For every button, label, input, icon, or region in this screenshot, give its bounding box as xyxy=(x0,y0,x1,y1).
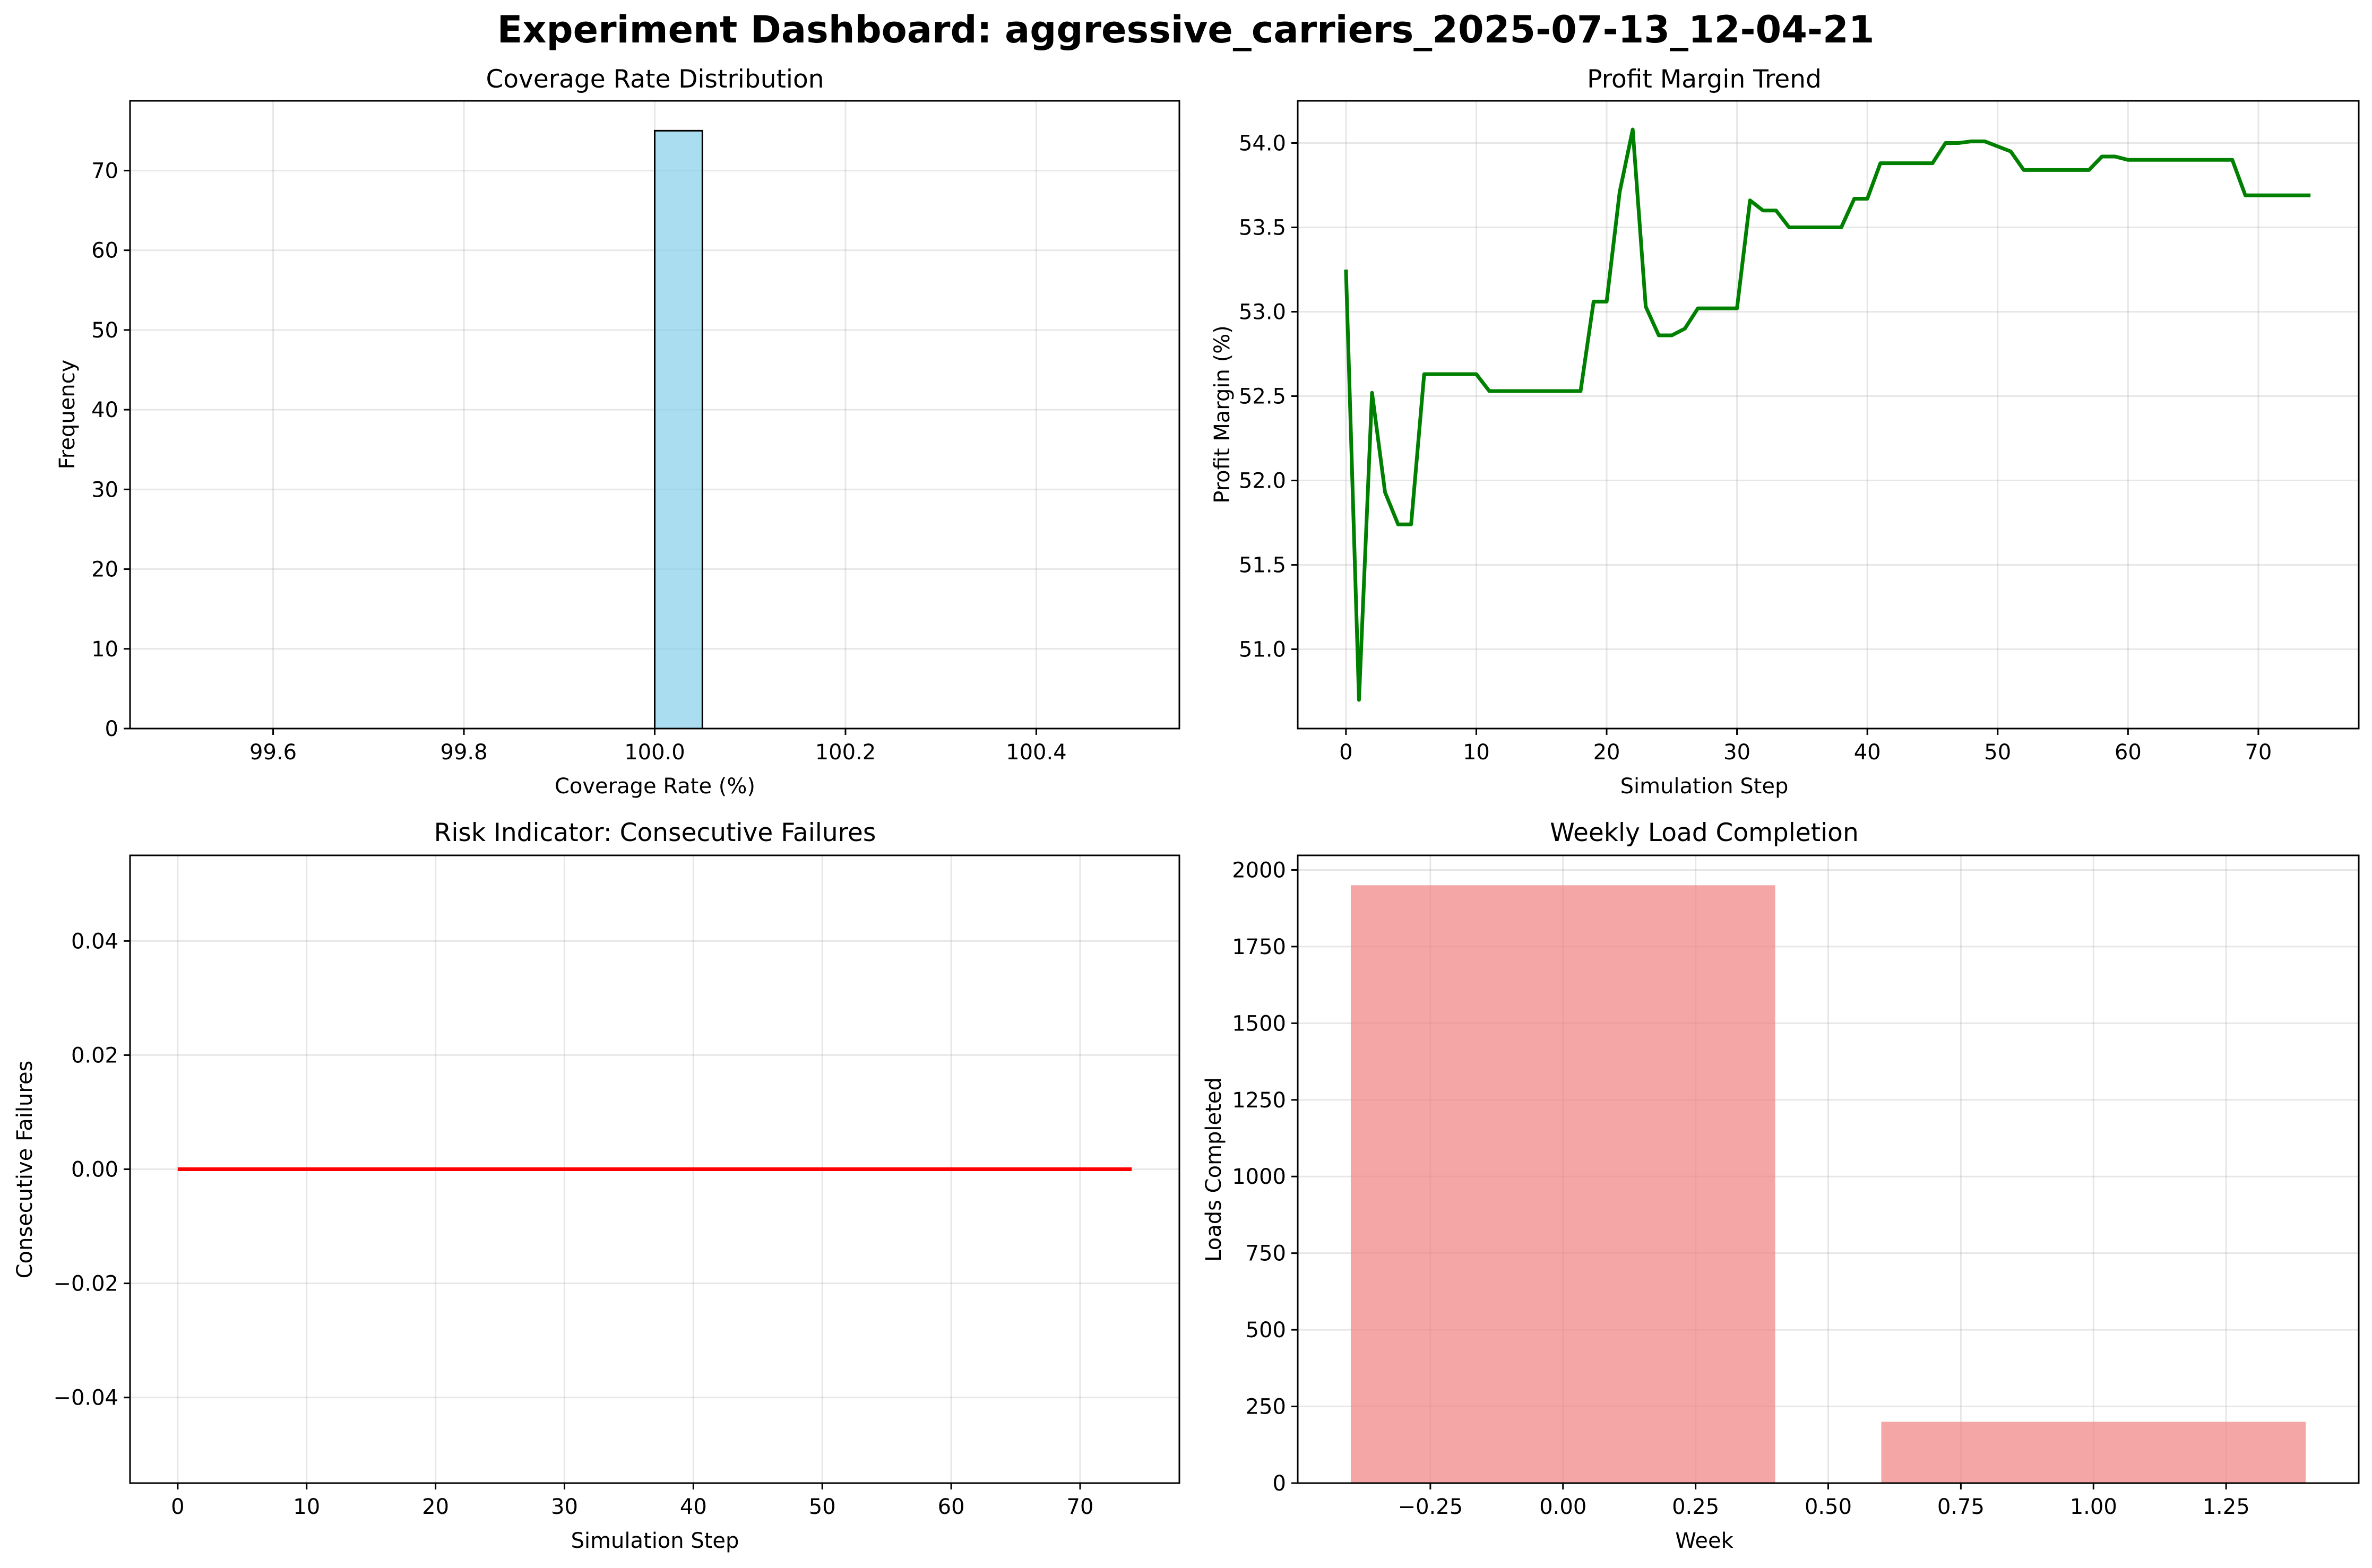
y-tick-label: 52.5 xyxy=(1239,385,1286,409)
y-tick-label: 1250 xyxy=(1232,1088,1286,1113)
bar xyxy=(1350,885,1775,1483)
x-tick-label: 0.50 xyxy=(1805,1495,1852,1519)
y-tick-label: 0 xyxy=(105,717,118,741)
y-axis-label: Loads Completed xyxy=(1202,1077,1226,1262)
x-tick-label: 50 xyxy=(1984,740,2011,765)
y-tick-label: 1000 xyxy=(1232,1165,1286,1189)
y-tick-label: 50 xyxy=(91,318,118,343)
y-axis-label: Consecutive Failures xyxy=(13,1061,37,1279)
x-tick-label: 10 xyxy=(293,1495,320,1519)
x-tick-label: 99.8 xyxy=(441,740,488,765)
y-tick-label: 51.0 xyxy=(1239,638,1286,662)
x-tick-label: 0.00 xyxy=(1539,1495,1586,1519)
y-tick-label: 10 xyxy=(91,637,118,662)
panel-title: Profit Margin Trend xyxy=(1587,65,1822,94)
consecutive-failures-chart: Risk Indicator: Consecutive Failures Sim… xyxy=(13,818,1180,1553)
y-tick-label: 70 xyxy=(91,159,118,183)
x-tick-label: 20 xyxy=(422,1495,449,1519)
figure-suptitle: Experiment Dashboard: aggressive_carrier… xyxy=(497,8,1875,51)
x-axis-label: Simulation Step xyxy=(1620,774,1789,799)
y-tick-label: 54.0 xyxy=(1239,132,1286,156)
y-axis-label: Profit Margin (%) xyxy=(1210,325,1235,504)
y-tick-label: 500 xyxy=(1246,1318,1286,1342)
x-axis-label: Week xyxy=(1675,1529,1733,1553)
axes-frame xyxy=(1297,100,2360,730)
y-tick-label: 1750 xyxy=(1232,935,1286,959)
profit-margin-trend-chart: Profit Margin Trend Simulation Step Prof… xyxy=(1210,65,2360,799)
x-tick-label: 30 xyxy=(551,1495,578,1519)
x-axis-label: Coverage Rate (%) xyxy=(555,774,755,799)
y-tick-label: 250 xyxy=(1246,1395,1286,1419)
y-tick-label: 51.5 xyxy=(1239,553,1286,578)
x-tick-label: 0 xyxy=(171,1495,184,1519)
weekly-load-completion-chart: Weekly Load Completion Week Loads Comple… xyxy=(1202,818,2360,1553)
x-tick-label: 60 xyxy=(938,1495,965,1519)
y-tick-label: 52.0 xyxy=(1239,469,1286,493)
x-tick-label: 100.0 xyxy=(624,740,685,765)
y-tick-label: 53.0 xyxy=(1239,300,1286,325)
y-tick-label: 0.04 xyxy=(71,929,118,954)
y-tick-label: 20 xyxy=(91,558,118,582)
histogram-bar xyxy=(654,129,703,730)
y-tick-label: 0.02 xyxy=(71,1043,118,1068)
coverage-rate-histogram: Coverage Rate Distribution Coverage Rate… xyxy=(55,65,1180,799)
x-tick-label: 100.2 xyxy=(815,740,876,765)
x-tick-label: 0.25 xyxy=(1672,1495,1719,1519)
panel-title: Weekly Load Completion xyxy=(1550,818,1858,847)
x-tick-label: 40 xyxy=(1854,740,1881,765)
x-tick-label: 0.75 xyxy=(1937,1495,1985,1519)
x-tick-label: 1.00 xyxy=(2070,1495,2117,1519)
x-tick-label: 99.6 xyxy=(249,740,297,765)
x-tick-label: 60 xyxy=(2115,740,2142,765)
y-tick-label: 0.00 xyxy=(71,1158,118,1182)
x-tick-label: 40 xyxy=(680,1495,707,1519)
x-tick-label: 100.4 xyxy=(1006,740,1067,765)
x-tick-label: 70 xyxy=(2245,740,2272,765)
x-tick-label: 70 xyxy=(1067,1495,1094,1519)
x-tick-label: 0 xyxy=(1339,740,1352,765)
y-tick-label: 1500 xyxy=(1232,1011,1286,1036)
y-tick-label: 750 xyxy=(1246,1242,1286,1266)
y-axis-label: Frequency xyxy=(55,360,80,470)
y-tick-label: 53.5 xyxy=(1239,216,1286,240)
x-axis-label: Simulation Step xyxy=(571,1529,739,1553)
panel-title: Coverage Rate Distribution xyxy=(486,65,824,94)
x-tick-label: 50 xyxy=(809,1495,836,1519)
x-tick-label: 30 xyxy=(1723,740,1750,765)
y-tick-label: 30 xyxy=(91,478,118,502)
x-tick-label: −0.25 xyxy=(1398,1495,1463,1519)
y-tick-label: 60 xyxy=(91,239,118,263)
gridlines xyxy=(1298,101,2359,729)
x-tick-label: 20 xyxy=(1593,740,1620,765)
panel-title: Risk Indicator: Consecutive Failures xyxy=(434,818,876,847)
y-tick-label: −0.04 xyxy=(53,1386,118,1410)
y-tick-label: −0.02 xyxy=(53,1272,118,1296)
x-tick-label: 10 xyxy=(1463,740,1490,765)
x-tick-label: 1.25 xyxy=(2203,1495,2250,1519)
series-line xyxy=(1344,127,2311,702)
y-tick-label: 40 xyxy=(91,398,118,422)
bar xyxy=(1881,1422,2306,1483)
y-tick-label: 2000 xyxy=(1232,858,1286,882)
y-tick-label: 0 xyxy=(1273,1471,1286,1496)
